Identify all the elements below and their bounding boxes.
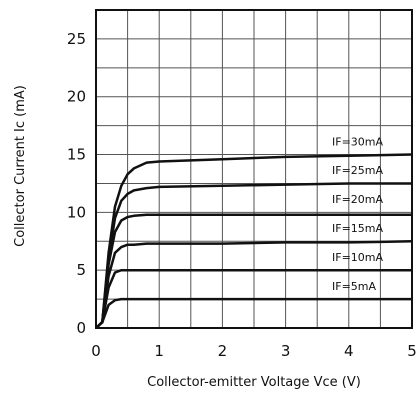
y-tick-label: 25 bbox=[67, 30, 86, 48]
x-axis-label: Collector-emitter Voltage Vce (V) bbox=[147, 375, 361, 390]
series-line bbox=[95, 240, 413, 329]
series-label: IF=30mA bbox=[332, 135, 384, 148]
y-tick-label: 10 bbox=[67, 203, 86, 221]
curves bbox=[95, 153, 413, 329]
series-label: IF=20mA bbox=[332, 193, 384, 206]
x-tick-label: 3 bbox=[281, 342, 291, 360]
series-label: IF=25mA bbox=[332, 164, 384, 177]
x-tick-label: 0 bbox=[91, 342, 101, 360]
series-label: IF=5mA bbox=[332, 280, 377, 293]
y-axis-ticks: 0 5 10 15 20 25 bbox=[67, 30, 86, 337]
series-labels: IF=30mA IF=25mA IF=20mA IF=15mA IF=10mA IF=5m… bbox=[332, 135, 384, 292]
series-label: IF=10mA bbox=[332, 251, 384, 264]
x-tick-label: 5 bbox=[407, 342, 417, 360]
x-tick-label: 4 bbox=[344, 342, 354, 360]
y-tick-label: 5 bbox=[76, 261, 86, 279]
x-tick-label: 1 bbox=[154, 342, 164, 360]
series-line bbox=[95, 297, 412, 329]
series-label: IF=15mA bbox=[332, 222, 384, 235]
y-tick-label: 0 bbox=[76, 319, 86, 337]
series-line bbox=[95, 268, 412, 329]
x-tick-label: 2 bbox=[218, 342, 228, 360]
series-line bbox=[95, 213, 412, 329]
x-axis-ticks: 0 1 2 3 4 5 bbox=[91, 342, 417, 360]
plot-border bbox=[95, 9, 413, 329]
y-tick-label: 20 bbox=[67, 88, 86, 106]
plot-frame bbox=[95, 9, 413, 329]
y-tick-label: 15 bbox=[67, 146, 86, 164]
y-axis-label: Collector Current Ic (mA) bbox=[13, 85, 28, 247]
